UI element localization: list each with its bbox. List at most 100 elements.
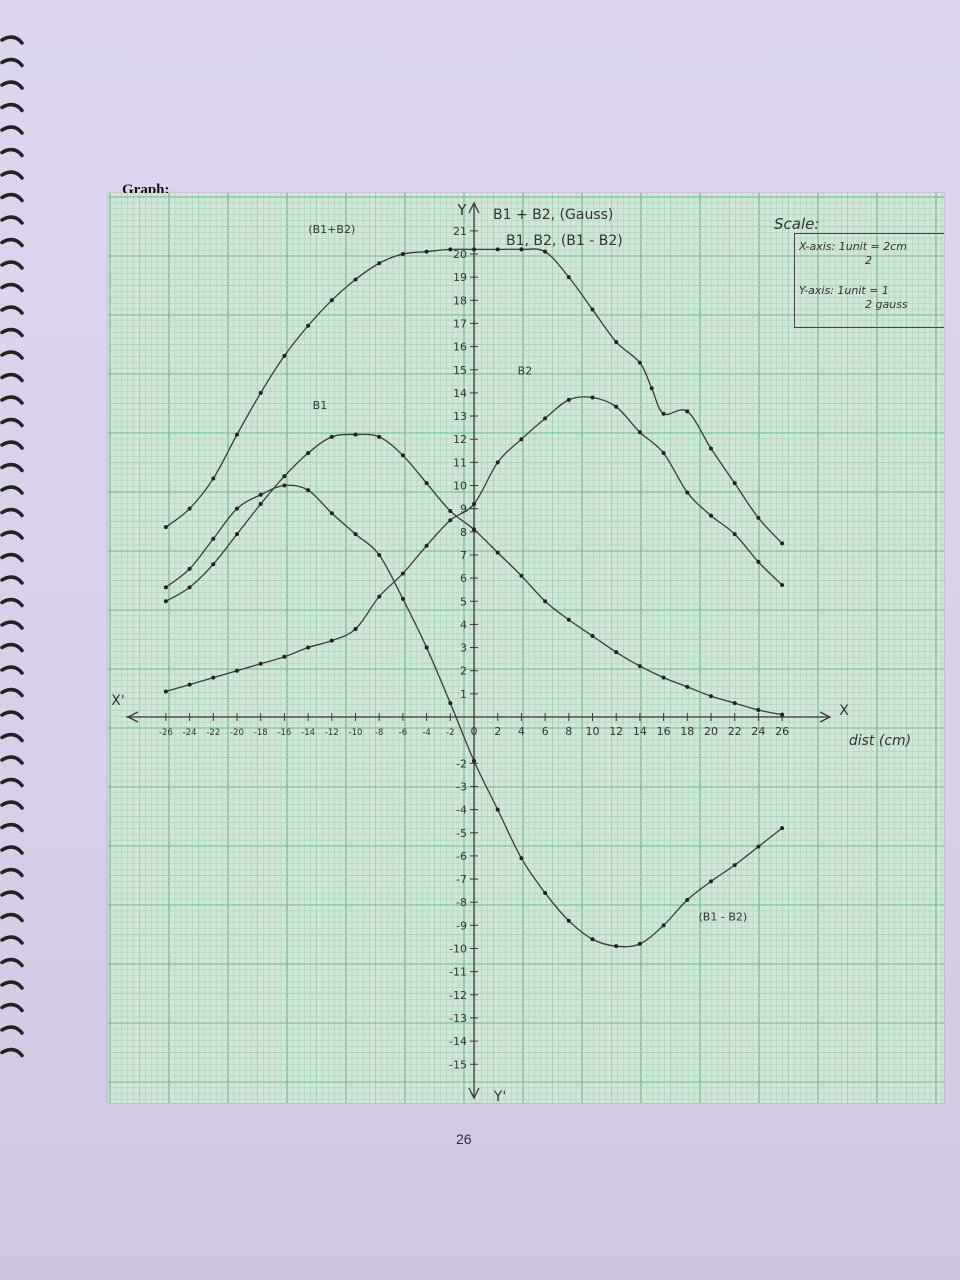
data-point <box>732 701 737 706</box>
data-point <box>614 944 619 949</box>
x-tick-label: -2 <box>446 728 454 738</box>
data-point <box>258 502 263 507</box>
data-point <box>756 708 761 713</box>
data-point <box>543 249 548 254</box>
data-point <box>282 474 287 479</box>
data-point <box>637 941 642 946</box>
y-tick-label: 15 <box>453 364 467 377</box>
data-point <box>661 411 666 416</box>
y-tick-label: 5 <box>460 595 467 608</box>
chart-canvas: X X' Y Y' dist (cm) B1 + B2, (Gauss) B1, B2, (… <box>108 193 944 1103</box>
data-point <box>543 599 548 604</box>
graph-paper: X X' Y Y' dist (cm) B1 + B2, (Gauss) B1, B2, (… <box>108 193 944 1103</box>
spiral-loop <box>0 575 24 585</box>
x-tick-label: -8 <box>375 728 383 738</box>
spiral-loop <box>0 822 24 833</box>
spiral-loop <box>0 755 24 765</box>
y-axis-arrow <box>468 201 480 214</box>
data-point <box>400 596 405 601</box>
data-point <box>353 432 358 437</box>
y-tick-label: -5 <box>456 827 467 840</box>
data-point <box>472 502 476 507</box>
x-tick-label: 26 <box>775 725 789 738</box>
spiral-loop <box>0 552 24 563</box>
spiral-loop <box>0 147 24 158</box>
series-label: B2 <box>518 364 533 377</box>
data-point <box>163 689 168 694</box>
y-tick-label: 20 <box>453 248 467 261</box>
spiral-loop <box>0 215 24 225</box>
spiral-loop <box>0 710 24 720</box>
x-tick-label: -24 <box>183 728 197 738</box>
spiral-loop <box>0 327 24 338</box>
data-point <box>424 645 429 650</box>
spiral-loop <box>0 102 24 113</box>
y-tick-label: 9 <box>460 503 467 516</box>
spiral-loop <box>0 507 24 518</box>
spiral-loop <box>0 485 24 495</box>
y-tick-label: 3 <box>460 642 467 655</box>
x-tick-label: 22 <box>728 725 742 738</box>
data-point <box>329 638 334 643</box>
spiral-loop <box>0 57 24 68</box>
spiral-loop <box>0 620 24 630</box>
y-tick-label: -4 <box>456 804 467 817</box>
data-point <box>211 675 216 680</box>
data-point <box>649 386 654 391</box>
data-point <box>187 682 192 687</box>
data-point <box>637 430 642 435</box>
y-tick-label: 8 <box>460 526 467 539</box>
data-point <box>187 585 192 590</box>
data-point <box>353 627 358 632</box>
data-point <box>566 397 571 402</box>
data-point <box>614 650 619 655</box>
spiral-loop <box>0 732 24 743</box>
data-point <box>424 249 429 254</box>
y-tick-label: -2 <box>456 757 467 770</box>
data-point <box>543 890 548 895</box>
spiral-loop <box>0 282 24 293</box>
page-number: 26 <box>456 1131 472 1147</box>
data-point <box>329 511 334 516</box>
scale-x-axis: X-axis: 1unit = 2cm <box>799 240 908 253</box>
chart-title: B1 + B2, (Gauss) <box>493 207 613 223</box>
data-point <box>163 599 168 604</box>
spiral-loop <box>0 845 24 855</box>
y-tick-label: -14 <box>449 1035 467 1048</box>
data-point <box>472 247 476 252</box>
spiral-loop <box>0 462 24 473</box>
data-point <box>282 654 287 659</box>
spiral-loop <box>0 665 24 675</box>
y-tick-label: -8 <box>456 896 467 909</box>
spiral-loop <box>0 957 24 968</box>
data-point <box>448 701 453 706</box>
x-tick-label: -4 <box>422 728 430 738</box>
data-point <box>377 594 382 599</box>
data-point <box>258 492 263 497</box>
spiral-loop <box>0 935 24 945</box>
data-point <box>780 826 785 831</box>
y-tick-label: 4 <box>460 618 467 631</box>
data-point <box>543 416 548 421</box>
data-point <box>400 571 405 576</box>
spiral-loop <box>0 800 24 810</box>
data-point <box>685 897 690 902</box>
spiral-loop <box>0 1025 24 1035</box>
spiral-loop <box>0 890 24 900</box>
y-tick-label: 7 <box>460 549 467 562</box>
x-tick-label: 18 <box>680 725 694 738</box>
data-point <box>566 918 571 923</box>
data-point <box>235 668 239 673</box>
x-tick-label: -22 <box>206 728 220 738</box>
data-point <box>614 339 619 344</box>
data-point <box>685 490 690 495</box>
x-tick-label: 12 <box>609 725 623 738</box>
data-point <box>377 552 382 557</box>
spiral-loop <box>0 350 24 360</box>
y-tick-label: 2 <box>460 665 467 678</box>
data-point <box>448 508 453 513</box>
data-point <box>519 437 524 442</box>
x-tick-label: -16 <box>277 728 291 738</box>
scale-y-axis-sub: 2 gauss <box>865 298 908 311</box>
data-point <box>400 453 405 458</box>
